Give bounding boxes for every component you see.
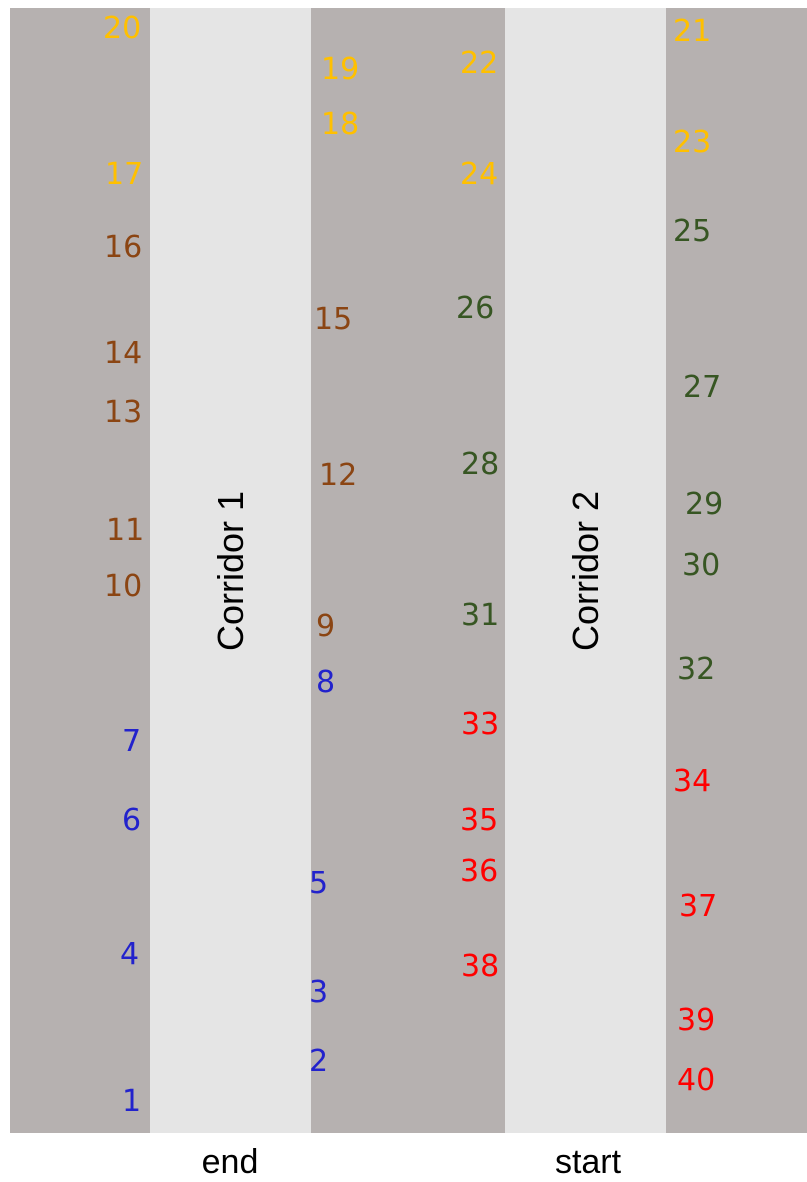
location-22: 22 (460, 46, 499, 81)
location-20: 20 (103, 11, 142, 46)
location-39: 39 (677, 1003, 716, 1038)
location-18: 18 (321, 107, 360, 142)
location-7: 7 (122, 724, 142, 759)
location-40: 40 (677, 1063, 716, 1098)
location-1: 1 (122, 1084, 142, 1119)
location-25: 25 (673, 214, 712, 249)
location-17: 17 (105, 157, 144, 192)
location-16: 16 (104, 230, 143, 265)
location-4: 4 (120, 937, 140, 972)
location-11: 11 (106, 513, 145, 548)
location-15: 15 (314, 302, 353, 337)
location-23: 23 (673, 125, 712, 160)
location-31: 31 (461, 598, 500, 633)
location-32: 32 (677, 652, 716, 687)
location-6: 6 (122, 803, 142, 838)
location-33: 33 (461, 707, 500, 742)
location-34: 34 (673, 764, 712, 799)
location-10: 10 (104, 569, 143, 604)
location-5: 5 (309, 866, 329, 901)
location-19: 19 (321, 52, 360, 87)
location-3: 3 (309, 975, 329, 1010)
location-29: 29 (685, 487, 724, 522)
location-28: 28 (461, 447, 500, 482)
end-label: end (201, 1143, 259, 1181)
corridor-2-label: Corridor 2 (564, 490, 606, 651)
location-12: 12 (319, 458, 358, 493)
shelf-right (666, 8, 807, 1133)
location-30: 30 (682, 548, 721, 583)
location-13: 13 (104, 395, 143, 430)
location-38: 38 (461, 949, 500, 984)
location-2: 2 (309, 1044, 329, 1079)
location-21: 21 (673, 14, 712, 49)
location-37: 37 (679, 889, 718, 924)
location-9: 9 (316, 609, 336, 644)
location-8: 8 (316, 665, 336, 700)
location-35: 35 (460, 803, 499, 838)
start-label: start (554, 1143, 622, 1181)
corridor-2: Corridor 2 (505, 8, 666, 1133)
location-27: 27 (683, 370, 722, 405)
location-26: 26 (456, 291, 495, 326)
location-24: 24 (460, 157, 499, 192)
shelf-middle (311, 8, 505, 1133)
corridor-1: Corridor 1 (150, 8, 311, 1133)
shelf-left (10, 8, 150, 1133)
location-14: 14 (104, 336, 143, 371)
corridor-1-label: Corridor 1 (209, 490, 251, 651)
location-36: 36 (460, 854, 499, 889)
